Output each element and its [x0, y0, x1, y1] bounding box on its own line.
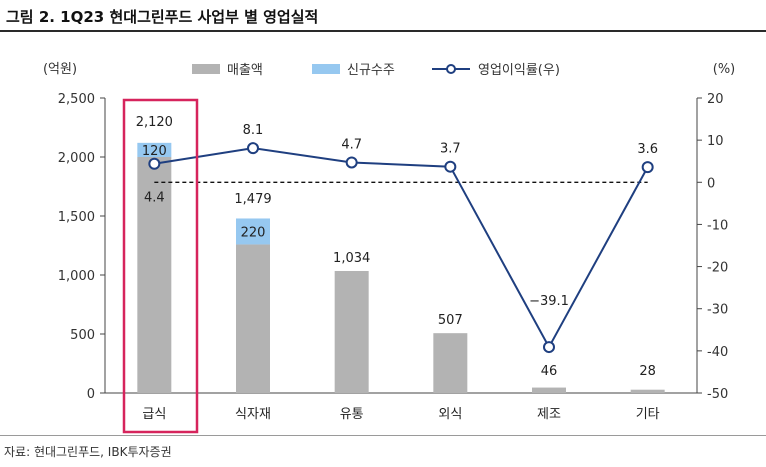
sales-bar — [236, 244, 270, 393]
right-tick-label: 10 — [707, 134, 724, 149]
bar-total-label: 2,120 — [136, 115, 173, 130]
bar-line-chart: 2,500 2,000 1,500 1,000 500 0 20 10 0 -10 -20 -30 -4… — [43, 62, 735, 434]
chart-axes: 2,500 2,000 1,500 1,000 500 0 20 10 0 -10 -20 -30 -4… — [43, 62, 735, 422]
left-tick-label: 0 — [87, 387, 95, 402]
legend-swatch-new-contracts — [312, 64, 340, 74]
new-contract-bar — [137, 142, 172, 157]
new-contract-bar — [236, 218, 270, 245]
category-label: 급식 — [142, 407, 166, 422]
legend-marker-margin — [446, 64, 456, 74]
margin-point — [641, 161, 654, 174]
bar-series — [137, 142, 665, 393]
category-label: 식자재 — [235, 407, 271, 422]
legend-label-new-contracts: 신규수주 — [347, 63, 395, 78]
left-axis-unit: (억원) — [43, 62, 77, 77]
bar-total-label: 46 — [541, 364, 558, 379]
margin-label: 4.4 — [144, 191, 165, 206]
category-label: 유통 — [340, 407, 364, 422]
right-tick-label: 0 — [707, 176, 715, 191]
margin-label: 4.7 — [341, 137, 362, 152]
right-tick-label: 20 — [707, 92, 724, 107]
sales-bar — [334, 270, 369, 393]
sales-bar — [433, 333, 468, 393]
margin-label: 8.1 — [243, 123, 264, 138]
left-tick-label: 500 — [70, 328, 95, 343]
legend-label-margin: 영업이익률(우) — [478, 63, 560, 78]
margin-point — [444, 160, 457, 173]
right-tick-label: -10 — [707, 218, 728, 233]
legend-swatch-sales — [192, 64, 220, 74]
bar-total-label: 1,034 — [333, 251, 370, 266]
margin-label: −39.1 — [529, 294, 569, 309]
left-tick-label: 2,500 — [58, 92, 95, 107]
chart-title: 그림 2. 1Q23 현대그린푸드 사업부 별 영업실적 — [6, 8, 319, 26]
left-tick-label: 1,500 — [58, 210, 95, 225]
highlight-rectangle — [122, 98, 199, 434]
category-label: 외식 — [438, 407, 462, 422]
source-divider — [0, 435, 766, 436]
margin-point — [543, 341, 555, 354]
highlight-box — [122, 98, 199, 434]
bar-total-label: 28 — [639, 364, 656, 379]
category-label: 기타 — [636, 407, 660, 422]
margin-point — [345, 156, 358, 169]
margin-line-series — [148, 142, 654, 354]
sales-bar — [532, 387, 566, 393]
bar-total-label: 507 — [438, 313, 463, 328]
source-note: 자료: 현대그린푸드, IBK투자증권 — [4, 445, 172, 459]
category-label: 제조 — [537, 407, 561, 422]
legend-label-sales: 매출액 — [227, 63, 263, 78]
sales-bar — [137, 157, 172, 393]
margin-label: 3.6 — [637, 142, 658, 157]
margin-point — [247, 142, 259, 155]
new-contract-label: 220 — [241, 225, 266, 240]
margin-line — [154, 147, 649, 350]
right-tick-label: -30 — [707, 303, 728, 318]
data-labels: 2,120 1,479 1,034 507 46 28 120 220 4.4 8.1 4.7 3.7… — [136, 115, 658, 379]
bar-total-label: 1,479 — [234, 192, 271, 207]
sales-bar — [630, 389, 665, 393]
left-tick-label: 2,000 — [58, 151, 95, 166]
right-tick-label: -20 — [707, 261, 728, 276]
right-tick-label: -40 — [707, 345, 728, 360]
margin-point — [148, 157, 161, 170]
left-tick-label: 1,000 — [58, 269, 95, 284]
title-divider — [0, 30, 766, 32]
right-axis-unit: (%) — [713, 62, 736, 77]
new-contract-label: 120 — [142, 144, 167, 159]
chart-legend: 매출액 신규수주 영업이익률(우) — [192, 63, 560, 78]
margin-label: 3.7 — [440, 142, 461, 157]
right-tick-label: -50 — [707, 387, 728, 402]
